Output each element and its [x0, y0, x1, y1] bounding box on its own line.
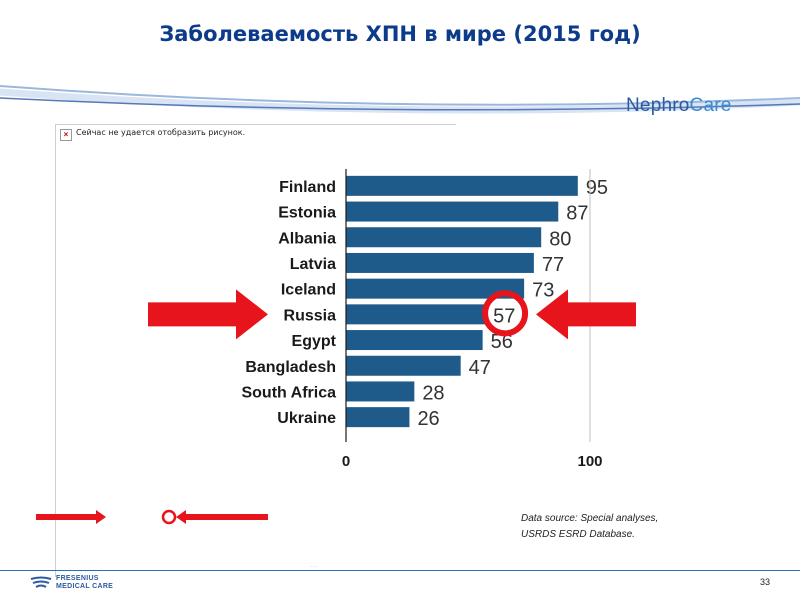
source-line-2: USRDS ESRD Database.	[521, 529, 635, 540]
category-label: Egypt	[292, 333, 337, 350]
broken-image-icon: ×	[60, 129, 72, 141]
footer-line-2: MEDICAL CARE	[56, 583, 114, 590]
bar-egypt	[346, 330, 483, 351]
data-source-note: Data source: Special analyses, USRDS ESR…	[521, 511, 658, 543]
category-label: Bangladesh	[245, 359, 336, 376]
category-label: Russia	[284, 307, 337, 324]
bar-albania	[346, 227, 542, 248]
category-label: Latvia	[290, 256, 336, 273]
left-red-arrow	[148, 289, 268, 340]
value-label: 28	[422, 382, 444, 404]
category-label: Iceland	[281, 282, 336, 299]
x-tick-label: 100	[577, 453, 602, 470]
value-label: 57	[493, 305, 515, 327]
footer-divider	[0, 570, 800, 571]
brand-care: Care	[689, 95, 732, 116]
bar-latvia	[346, 252, 534, 273]
category-label: Estonia	[278, 205, 336, 222]
bar-south-africa	[346, 381, 415, 402]
bar-estonia	[346, 201, 559, 222]
bar-iceland	[346, 278, 525, 299]
faint-background-text: ...	[310, 559, 318, 569]
value-label: 47	[469, 357, 491, 379]
fresenius-logo-text: FRESENIUS MEDICAL CARE	[56, 575, 113, 591]
value-label: 80	[549, 228, 571, 250]
category-label: South Africa	[241, 384, 336, 401]
value-label: 73	[532, 280, 554, 302]
slide-title: Заболеваемость ХПН в мире (2015 год)	[159, 22, 641, 46]
small-highlight-circle	[161, 509, 177, 525]
bar-russia	[346, 304, 486, 325]
page-number: 33	[760, 577, 771, 587]
category-label: Albania	[278, 230, 336, 247]
source-line-1: Data source: Special analyses,	[521, 513, 659, 524]
category-label: Finland	[279, 179, 336, 196]
right-red-arrow	[536, 289, 636, 340]
figure-frame	[55, 124, 456, 577]
broken-image-message: Сейчас не удается отобразить рисунок.	[76, 128, 246, 137]
value-label: 95	[586, 177, 608, 199]
value-label: 26	[417, 408, 439, 430]
value-label: 56	[491, 331, 513, 353]
bar-ukraine	[346, 407, 410, 428]
header-swoosh	[0, 85, 800, 114]
brand-nephro: Nephro	[626, 95, 690, 116]
footer-line-1: FRESENIUS	[56, 575, 99, 582]
x-tick-label: 0	[342, 453, 350, 470]
bar-finland	[346, 175, 578, 196]
category-label: Ukraine	[277, 410, 336, 427]
value-label: 87	[566, 203, 588, 225]
bar-bangladesh	[346, 355, 461, 376]
highlight-circle	[482, 290, 529, 337]
value-label: 77	[542, 254, 564, 276]
small-left-arrow	[176, 510, 268, 524]
nephrocare-logo: NephroCare	[626, 95, 732, 117]
fresenius-logo-icon	[30, 576, 52, 588]
small-right-arrow	[36, 510, 106, 524]
